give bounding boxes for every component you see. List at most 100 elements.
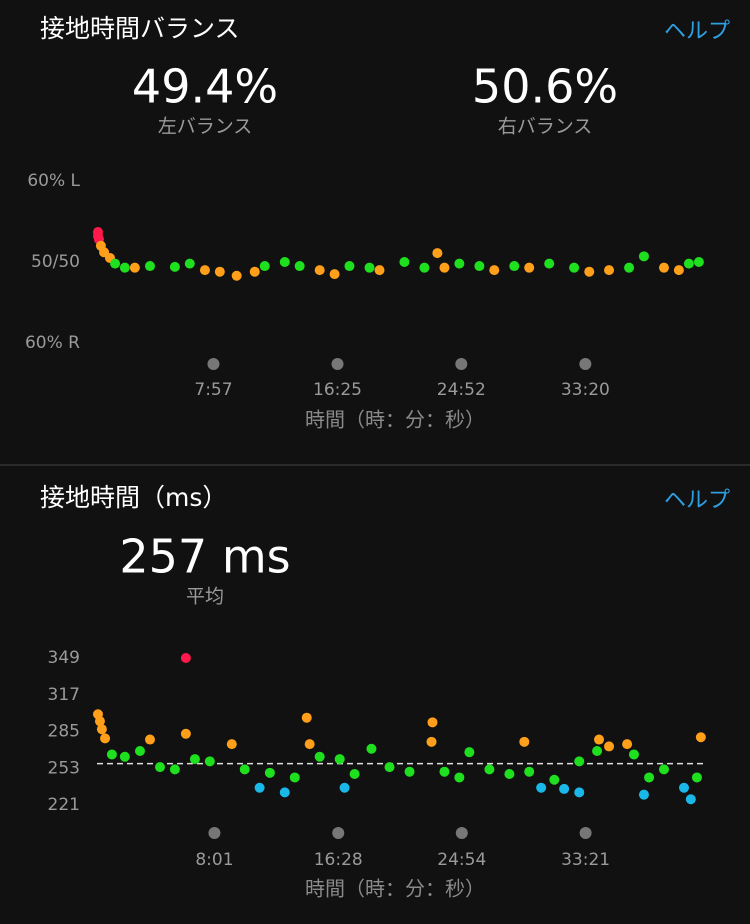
data-point: [432, 248, 443, 259]
help-link[interactable]: ヘルプ: [664, 488, 730, 513]
x-tick-mark: [455, 827, 468, 839]
stat-label: 右バランス: [498, 116, 593, 138]
data-point: [594, 734, 605, 745]
data-point: [504, 768, 515, 779]
x-tick-mark: [455, 358, 468, 370]
data-point: [638, 789, 649, 800]
data-point: [439, 262, 450, 273]
stat-label: 平均: [186, 586, 224, 608]
data-point: [419, 262, 430, 273]
data-point: [549, 774, 560, 785]
x-axis-label: 時間（時：分：秒）: [305, 877, 485, 901]
y-tick-label: 50/50: [31, 252, 80, 272]
stat-value: 257 ms: [119, 530, 290, 584]
x-axis-label: 時間（時：分：秒）: [305, 408, 485, 432]
data-point: [427, 717, 438, 728]
data-point: [691, 772, 702, 783]
data-point: [180, 653, 191, 663]
data-point: [106, 749, 117, 760]
data-point: [489, 265, 500, 276]
data-point: [180, 728, 191, 739]
data-point: [673, 265, 684, 276]
data-point: [279, 787, 290, 798]
data-point: [199, 265, 210, 276]
data-point: [628, 749, 639, 760]
data-point: [658, 262, 669, 273]
help-link[interactable]: ヘルプ: [664, 19, 730, 44]
data-point: [259, 261, 270, 272]
data-point: [344, 261, 355, 272]
data-point: [584, 266, 595, 277]
data-point: [426, 736, 437, 747]
data-point: [301, 712, 312, 723]
data-point: [484, 764, 495, 775]
data-point: [169, 764, 180, 775]
x-tick-label: 8:01: [195, 850, 233, 870]
x-tick-mark: [579, 827, 592, 839]
data-point: [622, 739, 633, 750]
data-point: [349, 768, 360, 779]
data-point: [695, 732, 706, 743]
data-point: [439, 766, 450, 777]
data-point: [644, 772, 655, 783]
panel-title: 接地時間バランス: [40, 14, 240, 43]
data-point: [683, 258, 694, 269]
data-point: [279, 257, 290, 267]
data-point: [604, 741, 615, 752]
data-point: [249, 266, 260, 277]
x-tick-label: 7:57: [194, 380, 232, 400]
data-point: [110, 258, 121, 269]
data-point: [399, 257, 410, 267]
data-point: [304, 739, 315, 750]
stat-label: 左バランス: [158, 116, 253, 138]
x-tick-mark: [331, 358, 344, 370]
data-point: [214, 266, 225, 277]
data-point: [144, 734, 155, 745]
data-point: [339, 782, 350, 793]
data-point: [464, 747, 475, 758]
y-tick-label: 60% R: [25, 333, 80, 353]
data-point: [559, 783, 570, 794]
y-tick-label: 285: [48, 722, 80, 742]
stat-value: 49.4%: [132, 60, 278, 114]
data-point: [294, 261, 305, 272]
data-point: [524, 262, 535, 273]
data-point: [404, 766, 415, 777]
data-point: [314, 265, 325, 276]
x-tick-label: 16:28: [314, 850, 363, 870]
data-point: [574, 787, 585, 798]
x-tick-label: 16:25: [313, 380, 362, 400]
data-point: [289, 772, 300, 783]
y-tick-label: 317: [48, 685, 80, 705]
data-point: [169, 261, 180, 272]
x-tick-mark: [332, 827, 345, 839]
data-point: [184, 258, 195, 269]
data-point: [604, 265, 615, 276]
data-point: [129, 262, 140, 273]
x-tick-mark: [208, 827, 221, 839]
y-tick-label: 221: [48, 795, 80, 815]
data-point: [592, 746, 603, 757]
data-point: [94, 716, 105, 727]
data-point: [544, 258, 555, 269]
data-point: [264, 767, 275, 778]
data-point: [154, 762, 165, 773]
data-point: [693, 257, 704, 267]
data-point: [96, 724, 107, 735]
data-point: [454, 772, 465, 783]
data-point: [364, 262, 375, 273]
data-point: [509, 261, 520, 272]
data-point: [524, 766, 535, 777]
data-point: [329, 269, 340, 280]
data-point: [638, 251, 649, 262]
y-tick-label: 60% L: [27, 171, 80, 191]
data-point: [519, 736, 530, 747]
data-point: [334, 754, 345, 765]
data-point: [454, 258, 465, 269]
data-point: [685, 794, 696, 805]
data-point: [314, 751, 325, 762]
data-point: [226, 739, 237, 750]
x-tick-label: 33:20: [561, 380, 610, 400]
